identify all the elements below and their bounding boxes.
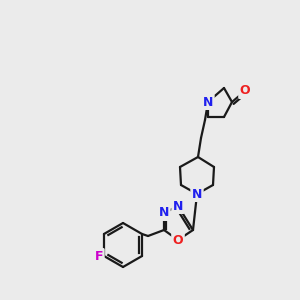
Text: O: O [240, 85, 250, 98]
Text: N: N [173, 200, 183, 212]
Text: F: F [95, 250, 103, 262]
Text: N: N [159, 206, 169, 220]
Text: N: N [192, 188, 202, 200]
Text: O: O [173, 233, 183, 247]
Text: N: N [203, 95, 213, 109]
